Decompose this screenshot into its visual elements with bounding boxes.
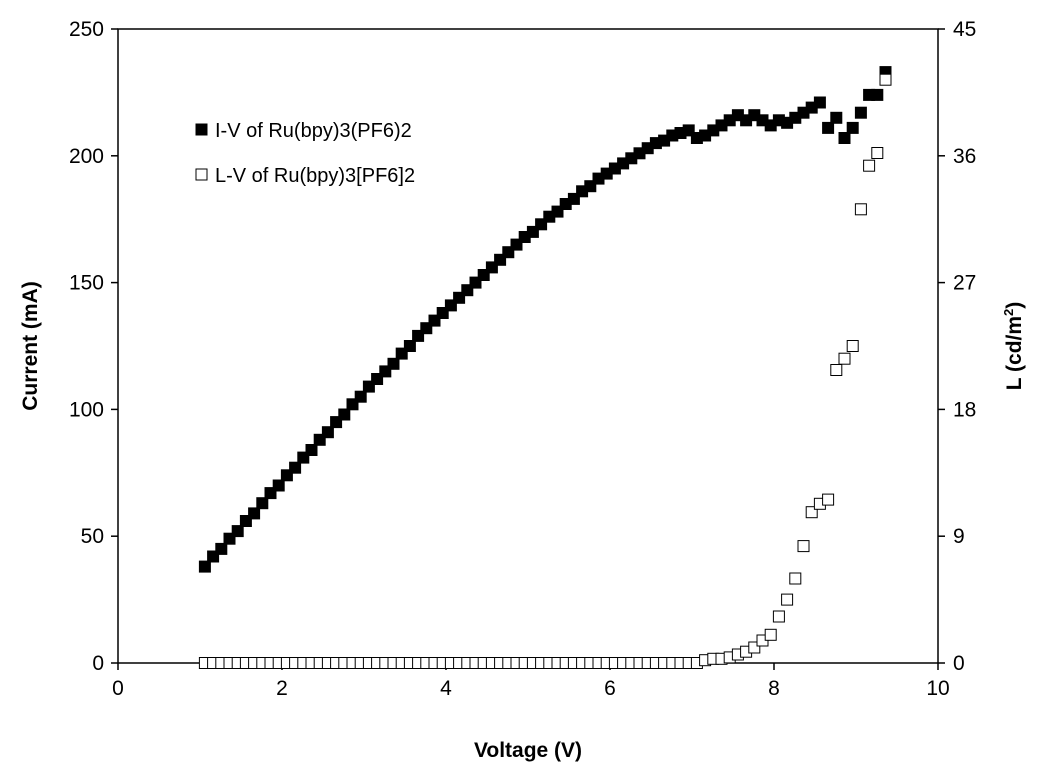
data-point	[823, 122, 834, 133]
data-point	[872, 89, 883, 100]
legend-marker-lv	[196, 169, 207, 180]
data-point	[831, 112, 842, 123]
data-point	[249, 508, 260, 519]
x-tick-label: 2	[276, 677, 288, 700]
data-point	[839, 353, 850, 364]
data-point	[798, 541, 809, 552]
y-tick-label: 100	[69, 398, 104, 421]
data-point	[199, 561, 210, 572]
series-iv	[199, 67, 891, 572]
data-point	[404, 341, 415, 352]
data-point	[790, 573, 801, 584]
data-point	[855, 204, 866, 215]
legend: I-V of Ru(bpy)3(PF6)2 L-V of Ru(bpy)3[PF…	[196, 120, 415, 187]
y-tick-label: 0	[92, 652, 104, 675]
data-point	[773, 611, 784, 622]
data-point	[823, 494, 834, 505]
y-tick-label: 200	[69, 145, 104, 168]
data-point	[765, 629, 776, 640]
y-tick-label: 250	[69, 18, 104, 41]
data-point	[872, 148, 883, 159]
data-point	[814, 97, 825, 108]
x-tick-label: 6	[604, 677, 616, 700]
y2-axis-title-superscript: 2	[1001, 309, 1016, 316]
y-tick-label: 50	[81, 525, 104, 548]
y2-tick-label: 9	[953, 525, 965, 548]
data-point	[388, 358, 399, 369]
data-point	[339, 409, 350, 420]
y2-tick-label: 27	[953, 272, 976, 295]
data-point	[257, 498, 268, 509]
data-point	[880, 74, 891, 85]
data-point	[831, 365, 842, 376]
data-series	[199, 67, 891, 669]
data-point	[322, 427, 333, 438]
data-point	[290, 462, 301, 473]
series-lv	[199, 74, 891, 668]
legend-marker-iv	[196, 124, 207, 135]
x-tick-label: 0	[112, 677, 124, 700]
y2-tick-label: 18	[953, 398, 976, 421]
data-point	[839, 133, 850, 144]
data-point	[273, 480, 284, 491]
x-tick-label: 8	[768, 677, 780, 700]
y2-tick-label: 0	[953, 652, 965, 675]
y-tick-label: 150	[69, 272, 104, 295]
x-tick-label: 10	[926, 677, 949, 700]
y-axis-title: Current (mA)	[19, 281, 42, 411]
data-point	[847, 341, 858, 352]
data-point	[355, 391, 366, 402]
legend-label-lv: L-V of Ru(bpy)3[PF6]2	[215, 165, 415, 187]
data-point	[847, 122, 858, 133]
y2-tick-label: 45	[953, 18, 976, 41]
y2-axis-title: L (cd/m2)	[1001, 302, 1026, 391]
data-point	[855, 107, 866, 118]
legend-label-iv: I-V of Ru(bpy)3(PF6)2	[215, 120, 412, 142]
data-point	[306, 445, 317, 456]
data-point	[782, 594, 793, 605]
y2-axis-title-close: )	[1003, 302, 1026, 309]
y2-axis-title-main: L (cd/m	[1003, 316, 1026, 390]
x-axis-title: Voltage (V)	[474, 739, 582, 762]
data-point	[216, 543, 227, 554]
data-point	[864, 160, 875, 171]
y2-tick-label: 36	[953, 145, 976, 168]
data-point	[232, 526, 243, 537]
x-tick-label: 4	[440, 677, 452, 700]
